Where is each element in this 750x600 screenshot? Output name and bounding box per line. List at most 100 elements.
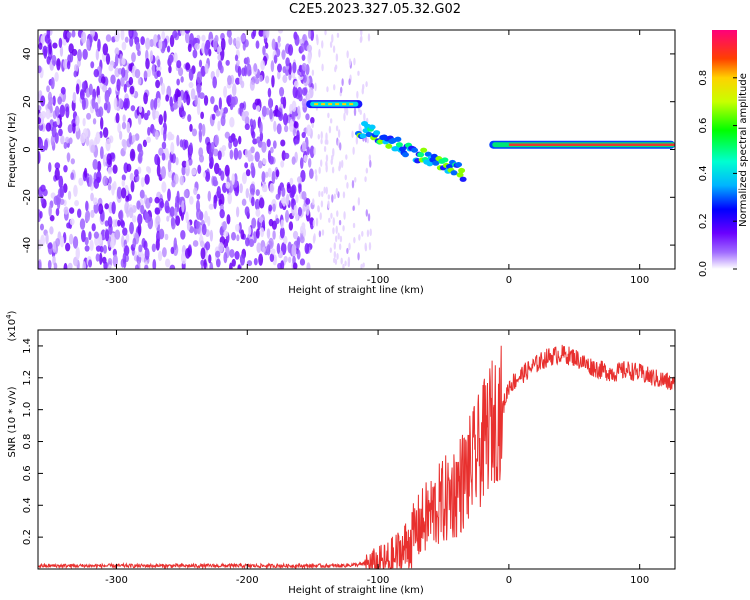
noise-cell bbox=[333, 242, 336, 250]
snr-series-line bbox=[38, 344, 675, 569]
noise-cell bbox=[354, 176, 357, 183]
spectrogram-background bbox=[38, 30, 675, 269]
noise-cell bbox=[352, 205, 355, 211]
noise-cell bbox=[198, 59, 203, 68]
noise-cell bbox=[51, 54, 57, 66]
noise-cell bbox=[110, 232, 115, 246]
noise-cell bbox=[176, 78, 180, 86]
noise-cell bbox=[126, 121, 131, 134]
noise-cell bbox=[54, 71, 59, 82]
noise-cell bbox=[82, 117, 86, 127]
noise-cell bbox=[291, 156, 296, 165]
noise-cell bbox=[188, 68, 194, 81]
noise-cell bbox=[321, 63, 324, 72]
noise-cell bbox=[63, 262, 68, 269]
noise-cell bbox=[102, 43, 109, 56]
noise-cell bbox=[184, 31, 190, 44]
noise-cell bbox=[107, 257, 113, 268]
noise-cell bbox=[186, 94, 191, 106]
noise-cell bbox=[361, 230, 364, 237]
noise-cell bbox=[280, 160, 285, 168]
noise-cell bbox=[131, 215, 137, 223]
noise-cell bbox=[162, 247, 167, 258]
noise-cell bbox=[346, 50, 349, 59]
noise-cell bbox=[128, 30, 134, 39]
noise-cell bbox=[93, 231, 99, 239]
noise-cell bbox=[56, 58, 61, 71]
noise-cell bbox=[117, 122, 121, 133]
noise-cell bbox=[364, 245, 368, 252]
noise-cell bbox=[85, 136, 90, 147]
noise-cell bbox=[88, 259, 93, 268]
noise-cell bbox=[154, 153, 160, 166]
noise-cell bbox=[108, 264, 112, 269]
noise-cell bbox=[298, 183, 302, 195]
noise-cell bbox=[321, 191, 324, 198]
noise-cell bbox=[198, 122, 203, 131]
noise-cell bbox=[320, 200, 324, 208]
noise-cell bbox=[319, 212, 322, 221]
noise-cell bbox=[192, 240, 199, 247]
x-tick-label: 0 bbox=[506, 575, 512, 586]
noise-cell bbox=[352, 222, 356, 229]
noise-cell bbox=[253, 257, 258, 266]
noise-cell bbox=[58, 128, 63, 137]
noise-cell bbox=[311, 122, 314, 129]
noise-cell bbox=[100, 76, 106, 84]
noise-cell bbox=[68, 137, 73, 145]
noise-cell bbox=[239, 183, 243, 194]
noise-cell bbox=[146, 136, 152, 144]
noise-cell bbox=[45, 122, 52, 132]
noise-cell bbox=[283, 235, 288, 245]
noise-cell bbox=[201, 123, 206, 137]
noise-cell bbox=[157, 59, 161, 68]
noise-cell bbox=[75, 83, 80, 95]
noise-cell bbox=[244, 123, 250, 131]
x-tick-label: -100 bbox=[367, 575, 390, 586]
noise-cell bbox=[296, 249, 301, 260]
noise-cell bbox=[356, 90, 359, 99]
noise-cell bbox=[211, 113, 216, 121]
noise-cell bbox=[200, 111, 204, 120]
noise-cell bbox=[140, 177, 145, 188]
noise-cell bbox=[58, 37, 63, 49]
noise-cell bbox=[297, 206, 303, 217]
noise-cell bbox=[70, 158, 75, 165]
noise-cell bbox=[177, 95, 182, 108]
noise-cell bbox=[218, 97, 222, 110]
colorbar-tick-label: 0.8 bbox=[698, 70, 709, 86]
noise-cell bbox=[299, 258, 306, 266]
noise-cell bbox=[116, 78, 121, 92]
noise-cell bbox=[88, 174, 93, 188]
noise-cell bbox=[161, 181, 167, 193]
noise-cell bbox=[231, 96, 236, 108]
noise-cell bbox=[74, 200, 80, 207]
noise-cell bbox=[240, 34, 246, 42]
noise-cell bbox=[305, 198, 311, 205]
noise-cell bbox=[99, 146, 104, 160]
noise-cell bbox=[331, 166, 335, 174]
signal-curve-blob bbox=[368, 124, 376, 130]
noise-cell bbox=[342, 225, 345, 232]
noise-cell bbox=[147, 166, 152, 174]
noise-cell bbox=[238, 135, 242, 145]
noise-cell bbox=[295, 211, 299, 222]
noise-cell bbox=[255, 208, 261, 217]
noise-cell bbox=[147, 126, 151, 136]
noise-cell bbox=[305, 204, 310, 216]
colorbar-label: Normalized spectral amplitude bbox=[738, 73, 749, 227]
noise-cell bbox=[326, 86, 329, 93]
noise-cell bbox=[204, 42, 209, 56]
signal-curve-blob bbox=[394, 136, 402, 142]
noise-cell bbox=[66, 222, 71, 229]
noise-cell bbox=[249, 183, 256, 195]
noise-cell bbox=[223, 85, 228, 98]
noise-cell bbox=[219, 208, 225, 219]
noise-cell bbox=[221, 144, 227, 152]
noise-cell bbox=[165, 94, 170, 102]
noise-cell bbox=[360, 263, 363, 269]
noise-cell bbox=[137, 223, 142, 236]
noise-cell bbox=[114, 47, 120, 56]
noise-cell bbox=[140, 36, 145, 46]
noise-cell bbox=[239, 253, 245, 266]
